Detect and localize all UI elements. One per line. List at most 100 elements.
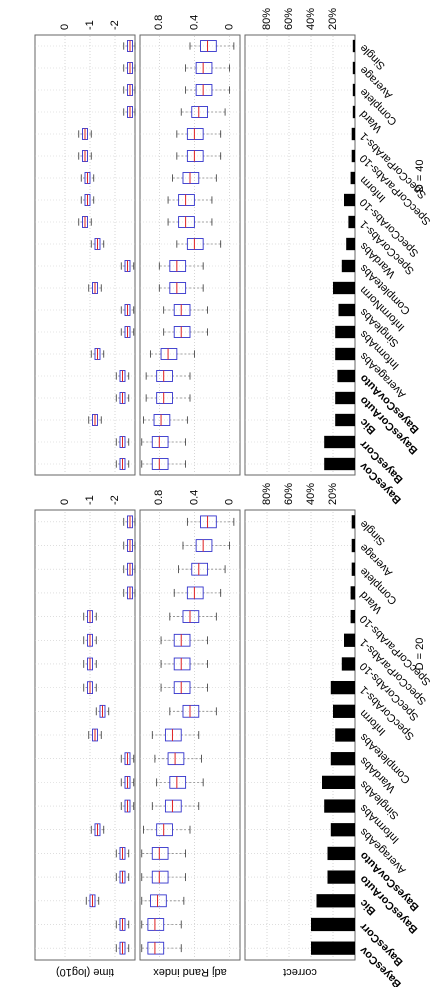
- bar: [352, 61, 355, 75]
- box: [178, 216, 195, 228]
- box: [164, 799, 182, 813]
- bar: [351, 538, 356, 553]
- bar: [316, 894, 355, 908]
- box: [195, 539, 213, 552]
- bar: [324, 457, 356, 471]
- group-title: D = 40: [414, 159, 426, 192]
- box: [119, 941, 126, 955]
- box: [173, 681, 191, 695]
- bar: [352, 105, 355, 119]
- box: [127, 539, 133, 552]
- box: [147, 941, 165, 955]
- y-tick-label: -2: [109, 20, 121, 30]
- bar: [351, 562, 356, 576]
- box: [200, 40, 217, 52]
- box: [151, 436, 169, 448]
- y-tick-label: 0.4: [188, 15, 200, 30]
- box: [195, 62, 213, 74]
- bar: [341, 259, 355, 273]
- y-tick-label: -1: [84, 495, 96, 505]
- box: [178, 194, 195, 206]
- bar: [327, 870, 355, 884]
- bar: [352, 39, 355, 53]
- box: [156, 370, 173, 382]
- bar: [335, 728, 356, 742]
- y-tick-label: 60%: [283, 8, 295, 30]
- box: [151, 847, 169, 860]
- box: [147, 918, 165, 931]
- box: [127, 515, 133, 529]
- y-tick-label: 0: [223, 499, 235, 505]
- panel-frame: [34, 34, 136, 476]
- y-tick-label: 0.4: [188, 490, 200, 505]
- box: [182, 704, 200, 718]
- bar: [335, 347, 356, 361]
- y-tick-label: 40%: [305, 483, 317, 505]
- box: [173, 657, 191, 671]
- y-tick-label: 40%: [305, 8, 317, 30]
- box: [186, 238, 204, 250]
- y-tick-label: 0.8: [153, 490, 165, 505]
- bar: [344, 633, 355, 647]
- panel-frame: [244, 34, 356, 476]
- bar: [350, 171, 356, 185]
- bar: [330, 680, 355, 695]
- bar: [333, 704, 355, 718]
- box: [173, 326, 191, 338]
- box: [182, 172, 200, 184]
- box: [150, 894, 167, 908]
- box: [200, 515, 217, 529]
- bar: [337, 369, 355, 383]
- bar: [348, 215, 355, 229]
- y-axis-label: time (log10): [56, 966, 114, 978]
- box: [186, 150, 204, 162]
- box: [182, 610, 200, 623]
- box: [156, 823, 173, 837]
- box: [186, 586, 204, 600]
- box: [151, 458, 169, 470]
- bar: [335, 391, 356, 405]
- y-tick-label: 20%: [327, 8, 339, 30]
- box: [156, 392, 173, 404]
- bar: [322, 775, 355, 789]
- category-label: Single: [358, 518, 388, 548]
- bar: [327, 846, 355, 861]
- bar: [350, 586, 356, 600]
- y-tick-label: 0: [59, 24, 71, 30]
- bar: [338, 303, 355, 317]
- category-label: Single: [358, 42, 388, 72]
- y-tick-label: -1: [84, 20, 96, 30]
- box: [153, 414, 171, 426]
- bar: [341, 657, 355, 671]
- bar: [311, 941, 355, 955]
- y-axis-label: adj Rand index: [153, 966, 227, 978]
- box: [169, 260, 187, 272]
- bar: [330, 752, 355, 766]
- bar: [351, 515, 356, 529]
- bar: [352, 83, 355, 97]
- box: [191, 106, 208, 118]
- bar: [344, 193, 355, 207]
- y-tick-label: 80%: [261, 8, 273, 30]
- bar: [324, 799, 356, 813]
- bar: [311, 917, 355, 932]
- y-tick-label: 80%: [261, 483, 273, 505]
- box: [151, 870, 169, 884]
- rotated-figure: 0 -1 -2 time (log10) 0 0.4 0.8 adj Rand index 20…: [34, 8, 433, 987]
- box: [160, 348, 178, 360]
- bar: [324, 435, 356, 449]
- box: [186, 128, 204, 140]
- y-tick-label: 0: [59, 499, 71, 505]
- box: [173, 633, 191, 647]
- box: [169, 282, 187, 294]
- bar: [333, 281, 355, 295]
- bar: [335, 325, 356, 339]
- bar: [335, 413, 356, 427]
- box: [169, 775, 187, 789]
- y-tick-label: 20%: [327, 483, 339, 505]
- bar: [330, 823, 355, 837]
- bar: [351, 127, 356, 141]
- box: [167, 752, 185, 766]
- group-title: D = 20: [414, 638, 426, 671]
